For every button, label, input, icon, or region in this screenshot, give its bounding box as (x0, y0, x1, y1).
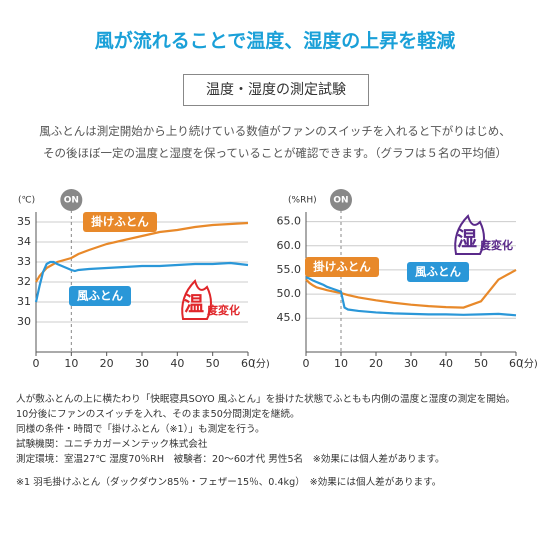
y-tick-label: 45.0 (277, 311, 302, 324)
description-line: 風ふとんは測定開始から上り続けている数値がファンのスイッチを入れると下がりはじめ… (39, 124, 511, 138)
subtitle: 温度・湿度の測定試験 (183, 74, 369, 106)
y-tick-label: 55.0 (277, 263, 302, 276)
y-tick-label: 31 (17, 295, 31, 308)
footnote: 測定環境：室温27℃ 湿度70％RH 被験者：20～60才代 男性5名 ※効果に… (16, 454, 445, 465)
badge-small: 度変化 (207, 303, 240, 317)
x-axis-unit: (分) (520, 358, 538, 370)
x-axis-unit: (分) (252, 358, 270, 370)
description-line: その後ほぼ一定の温度と湿度を保っていることが確認できます。（グラフは５名の平均値… (42, 146, 508, 160)
x-tick-label: 20 (100, 357, 114, 370)
x-tick-label: 40 (439, 357, 453, 370)
series-line (34, 260, 249, 303)
footnote: 10分後にファンのスイッチを入れ、そのまま50分間測定を継続。 (16, 409, 300, 420)
y-tick-label: 65.0 (277, 215, 302, 228)
series-line (305, 276, 517, 317)
on-marker (330, 189, 352, 211)
x-tick-label: 10 (334, 357, 348, 370)
y-tick-label: 60.0 (277, 239, 302, 252)
legend-label: 掛けふとん (313, 260, 371, 274)
badge-icon (181, 279, 212, 320)
on-marker (60, 189, 83, 211)
badge-big: 湿 (457, 227, 477, 251)
footnotes: 人が敷ふとんの上に横たわり「快眠寝具SOYO 風ふとん」を掛けた状態でふともも内… (16, 392, 515, 490)
y-axis-unit: (℃) (18, 196, 35, 206)
footnote: 試験機関：ユニチカガーメンテック株式会社 (16, 439, 208, 450)
y-tick-label: 50.0 (277, 287, 302, 300)
series-line (35, 221, 249, 283)
series-label-box (305, 257, 379, 277)
x-tick-label: 30 (135, 357, 149, 370)
on-label: ON (64, 196, 79, 206)
legend-label: 風ふとん (77, 289, 123, 303)
x-tick-label: 40 (170, 357, 184, 370)
x-tick-label: 0 (303, 357, 310, 370)
description: 風ふとんは測定開始から上り続けている数値がファンのスイッチを入れると下がりはじめ… (0, 120, 550, 164)
y-tick-label: 33 (17, 255, 31, 268)
y-tick-label: 34 (17, 235, 31, 248)
x-tick-label: 20 (369, 357, 383, 370)
legend-label: 掛けふとん (91, 215, 149, 229)
footnote: 同様の条件・時間で「掛けふとん（※1）」も測定を行う。 (16, 424, 265, 435)
x-tick-label: 60 (241, 357, 255, 370)
x-tick-label: 60 (509, 357, 523, 370)
footnote: 人が敷ふとんの上に横たわり「快眠寝具SOYO 風ふとん」を掛けた状態でふともも内… (16, 394, 516, 405)
series-line (305, 268, 517, 309)
y-tick-label: 32 (17, 275, 31, 288)
on-label: ON (333, 196, 348, 206)
x-tick-label: 30 (404, 357, 418, 370)
x-tick-label: 10 (64, 357, 78, 370)
x-tick-label: 50 (474, 357, 488, 370)
x-tick-label: 50 (206, 357, 220, 370)
legend-label: 風ふとん (415, 265, 461, 279)
footnote: ※1 羽毛掛けふとん（ダックダウン85％・フェザー15％、0.4kg） ※効果に… (16, 477, 442, 488)
series-label-box (407, 262, 469, 282)
title: 風が流れることで温度、湿度の上昇を軽減 (94, 30, 456, 52)
badge-small: 度変化 (480, 238, 513, 252)
x-tick-label: 0 (33, 357, 40, 370)
series-label-box (69, 286, 131, 306)
badge-icon (454, 214, 485, 255)
y-axis-unit: (%RH) (288, 196, 317, 206)
y-tick-label: 30 (17, 315, 31, 328)
series-label-box (83, 212, 157, 232)
badge-big: 温 (184, 292, 204, 316)
y-tick-label: 35 (17, 215, 31, 228)
